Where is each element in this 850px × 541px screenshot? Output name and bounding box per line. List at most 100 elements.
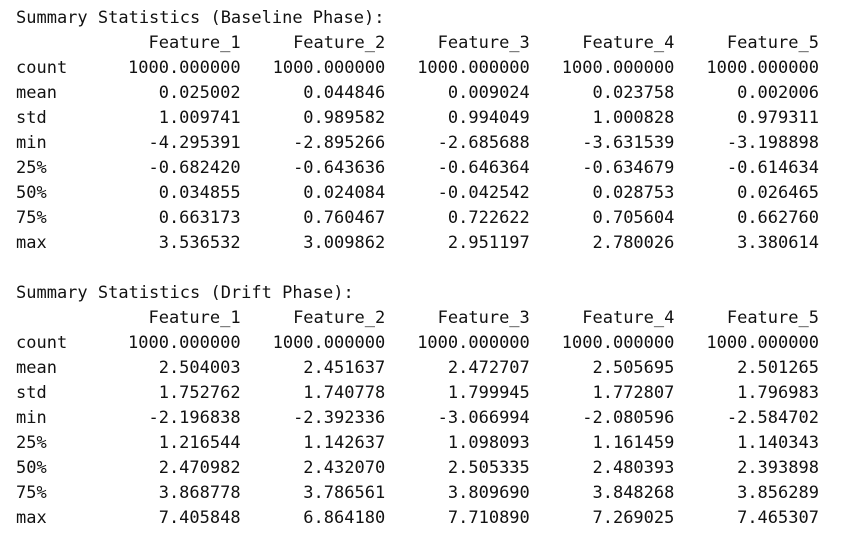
table-cell: 1.000828 [592, 108, 675, 128]
table-cell: 0.994049 [447, 108, 530, 128]
table-cell: 2.480393 [592, 458, 675, 478]
table-cell: 0.002006 [737, 83, 819, 103]
row-label: std [16, 383, 47, 403]
row-label: mean [16, 358, 57, 378]
column-header: Feature_2 [293, 33, 386, 53]
drift-stats-title: Summary Statistics (Drift Phase): [16, 283, 354, 303]
table-cell: 0.662760 [737, 208, 819, 228]
table-cell: -4.295391 [148, 133, 241, 153]
table-cell: 3.856289 [737, 483, 819, 503]
table-cell: 1000.000000 [272, 333, 386, 353]
table-cell: 1.142637 [303, 433, 386, 453]
table-row: mean 0.025002 0.044846 0.009024 0.023758 0.00… [16, 81, 819, 106]
row-label: 25% [16, 158, 47, 178]
table-row: std 1.009741 0.989582 0.994049 1.000828 0.979… [16, 106, 819, 131]
table-cell: 1.772807 [592, 383, 675, 403]
table-cell: 0.044846 [303, 83, 386, 103]
table-cell: 1.098093 [447, 433, 530, 453]
column-header: Feature_1 [148, 33, 241, 53]
drift-stats-table: Feature_1 Feature_2 Feature_3 Feature_4 Feat… [16, 306, 819, 531]
table-cell: -2.080596 [582, 408, 675, 428]
table-cell: 1000.000000 [128, 333, 241, 353]
table-row: min -4.295391 -2.895266 -2.685688 -3.631539 -… [16, 131, 819, 156]
column-header: Feature_2 [293, 308, 386, 328]
row-label: count [16, 58, 68, 78]
table-cell: 2.504003 [158, 358, 241, 378]
index-header [16, 31, 96, 56]
table-row: max 3.536532 3.009862 2.951197 2.780026 3.380… [16, 231, 819, 256]
table-cell: 7.405848 [158, 508, 241, 528]
table-cell: 3.809690 [447, 483, 530, 503]
table-cell: 0.979311 [737, 108, 819, 128]
row-label: 75% [16, 208, 47, 228]
column-header: Feature_4 [582, 33, 675, 53]
table-cell: 2.472707 [447, 358, 530, 378]
table-cell: -0.643636 [293, 158, 386, 178]
column-header: Feature_3 [437, 33, 530, 53]
table-cell: 2.432070 [303, 458, 386, 478]
table-cell: 2.501265 [737, 358, 819, 378]
table-cell: 0.026465 [737, 183, 819, 203]
table-cell: -0.614634 [726, 158, 819, 178]
table-cell: 2.505695 [592, 358, 675, 378]
table-cell: -2.895266 [293, 133, 386, 153]
table-cell: 3.786561 [303, 483, 386, 503]
row-label: 25% [16, 433, 47, 453]
table-row: mean 2.504003 2.451637 2.472707 2.505695 2.50… [16, 356, 819, 381]
table-cell: 7.710890 [447, 508, 530, 528]
table-cell: 1.140343 [737, 433, 819, 453]
table-row: 50% 2.470982 2.432070 2.505335 2.480393 2.393… [16, 456, 819, 481]
table-row: 25% -0.682420 -0.643636 -0.646364 -0.634679 -… [16, 156, 819, 181]
table-cell: 0.023758 [592, 83, 675, 103]
row-label: max [16, 508, 47, 528]
table-row: count 1000.000000 1000.000000 1000.000000 10… [16, 331, 819, 356]
table-cell: 0.663173 [158, 208, 241, 228]
table-row: 75% 3.868778 3.786561 3.809690 3.848268 3.856… [16, 481, 819, 506]
table-cell: -2.584702 [726, 408, 819, 428]
table-cell: -0.634679 [582, 158, 675, 178]
table-cell: 3.009862 [303, 233, 386, 253]
row-label: count [16, 333, 68, 353]
column-header: Feature_5 [726, 33, 819, 53]
table-cell: 1000.000000 [561, 333, 675, 353]
table-cell: 1.009741 [158, 108, 241, 128]
table-cell: 3.536532 [158, 233, 241, 253]
table-cell: 1.799945 [447, 383, 530, 403]
table-row: 50% 0.034855 0.024084 -0.042542 0.028753 0.02… [16, 181, 819, 206]
index-header [16, 306, 96, 331]
table-cell: 2.951197 [447, 233, 530, 253]
table-cell: 1.796983 [737, 383, 819, 403]
table-row: count 1000.000000 1000.000000 1000.000000 10… [16, 56, 819, 81]
table-cell: -2.685688 [437, 133, 530, 153]
table-cell: -2.392336 [293, 408, 386, 428]
table-cell: 3.380614 [737, 233, 819, 253]
table-row: 75% 0.663173 0.760467 0.722622 0.705604 0.662… [16, 206, 819, 231]
table-cell: 1000.000000 [561, 58, 675, 78]
row-label: 50% [16, 458, 47, 478]
table-cell: 2.780026 [592, 233, 675, 253]
table-cell: 0.028753 [592, 183, 675, 203]
table-cell: 1.216544 [158, 433, 241, 453]
table-cell: 0.034855 [158, 183, 241, 203]
row-label: min [16, 133, 47, 153]
table-row: max 7.405848 6.864180 7.710890 7.269025 7.465… [16, 506, 819, 531]
table-row: std 1.752762 1.740778 1.799945 1.772807 1.796… [16, 381, 819, 406]
row-label: 75% [16, 483, 47, 503]
table-cell: 2.451637 [303, 358, 386, 378]
row-label: max [16, 233, 47, 253]
table-cell: 2.470982 [158, 458, 241, 478]
table-cell: 1000.000000 [706, 58, 819, 78]
drift-stats-block: Summary Statistics (Drift Phase): Featur… [16, 281, 836, 531]
row-label: mean [16, 83, 57, 103]
table-cell: 1.161459 [592, 433, 675, 453]
header-row: Feature_1 Feature_2 Feature_3 Feature_4 Feat… [16, 306, 819, 331]
table-row: min -2.196838 -2.392336 -3.066994 -2.080596 -… [16, 406, 819, 431]
table-row: 25% 1.216544 1.142637 1.098093 1.161459 1.140… [16, 431, 819, 456]
table-cell: 3.848268 [592, 483, 675, 503]
table-cell: 2.393898 [737, 458, 819, 478]
row-label: std [16, 108, 47, 128]
table-cell: -3.631539 [582, 133, 675, 153]
table-cell: 1000.000000 [272, 58, 386, 78]
table-cell: -3.066994 [437, 408, 530, 428]
baseline-stats-title: Summary Statistics (Baseline Phase): [16, 8, 385, 28]
